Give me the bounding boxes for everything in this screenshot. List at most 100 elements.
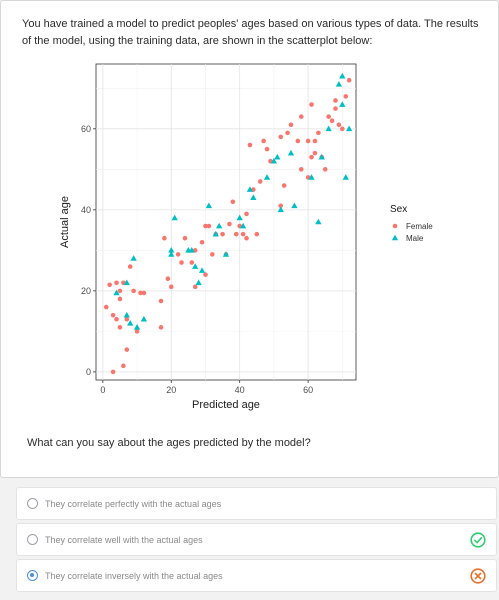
question-text: What can you say about the ages predicte…	[27, 437, 311, 449]
point-male	[130, 255, 137, 261]
point-male	[192, 263, 199, 269]
point-female	[298, 114, 304, 119]
choice-label-3: They correlate inversely with the actual…	[45, 570, 223, 581]
point-female	[244, 235, 249, 241]
point-female	[189, 260, 195, 265]
point-female	[206, 223, 212, 229]
point-female	[124, 347, 130, 352]
point-female	[107, 282, 112, 288]
check-icon	[470, 532, 486, 548]
point-female	[103, 304, 109, 310]
point-female	[134, 329, 140, 334]
point-female	[199, 239, 205, 245]
point-female	[340, 126, 345, 132]
point-male	[346, 125, 353, 132]
point-female	[336, 122, 342, 128]
point-male	[216, 222, 223, 229]
point-female	[281, 183, 287, 188]
y-tick-label: 60	[81, 124, 91, 134]
choice-option-1[interactable]: They correlate perfectly with the actual…	[16, 487, 497, 520]
point-female	[257, 179, 263, 184]
point-female	[203, 223, 208, 229]
point-female	[326, 114, 331, 119]
point-male	[168, 251, 175, 257]
answer-choices: They correlate perfectly with the actual…	[16, 487, 497, 595]
point-female	[117, 325, 123, 330]
point-female	[305, 138, 311, 144]
point-female	[227, 221, 232, 227]
point-female	[316, 130, 321, 136]
question-card: You have trained a model to predict peop…	[0, 0, 499, 478]
point-female	[298, 167, 304, 172]
radio-button-2[interactable]	[27, 534, 38, 545]
point-female	[165, 276, 171, 282]
choice-option-3[interactable]: They correlate inversely with the actual…	[16, 559, 497, 592]
point-male	[236, 214, 243, 221]
y-axis-label: Actual age	[59, 196, 71, 248]
legend-key-male	[391, 234, 399, 241]
point-female	[346, 77, 352, 83]
point-female	[322, 167, 328, 172]
point-male	[195, 279, 202, 286]
point-female	[114, 316, 119, 322]
point-male	[212, 230, 219, 237]
point-female	[168, 284, 174, 290]
point-male	[287, 149, 295, 156]
point-female	[278, 203, 284, 209]
point-female	[158, 325, 164, 330]
point-male	[339, 101, 346, 107]
point-male	[123, 311, 130, 318]
point-female	[203, 272, 208, 277]
point-male	[308, 174, 315, 180]
point-female	[179, 260, 184, 265]
point-female	[233, 231, 239, 237]
point-female	[117, 288, 123, 294]
point-female	[278, 134, 284, 140]
point-female	[285, 130, 290, 136]
point-male	[291, 202, 298, 209]
point-female	[182, 235, 188, 241]
y-tick-label: 40	[81, 205, 91, 215]
point-male	[140, 315, 148, 322]
point-female	[312, 138, 318, 144]
radio-button-3[interactable]	[27, 570, 38, 581]
point-male	[274, 153, 281, 160]
point-male	[188, 247, 195, 253]
point-male	[205, 202, 213, 209]
prompt-text: You have trained a model to predict peop…	[22, 18, 479, 47]
x-tick-label: 40	[235, 385, 245, 395]
x-axis-label: Predicted age	[192, 399, 260, 411]
legend-label-male: Male	[406, 234, 424, 243]
point-female	[312, 150, 318, 156]
point-female	[192, 284, 198, 290]
scatterplot: 0 20 40 60 0 20 40 60 Predicted age Actual age Sex…	[59, 63, 433, 411]
point-female	[254, 231, 260, 237]
legend-label-female: Female	[406, 222, 433, 231]
choice-label-2: They correlate well with the actual ages	[45, 534, 203, 545]
legend-key-female	[392, 223, 398, 229]
plot-panel	[95, 63, 357, 381]
point-male	[325, 125, 332, 132]
legend-title: Sex	[390, 204, 407, 215]
point-female	[158, 298, 164, 304]
choice-option-2[interactable]: They correlate well with the actual ages	[16, 523, 497, 556]
point-female	[240, 231, 246, 237]
point-female	[309, 102, 314, 107]
y-tick-label: 0	[86, 367, 91, 377]
point-female	[230, 199, 236, 205]
cross-icon	[470, 568, 486, 584]
point-male	[250, 194, 257, 201]
point-female	[175, 252, 181, 257]
point-female	[162, 235, 167, 241]
point-female	[141, 290, 147, 296]
point-female	[343, 94, 349, 99]
point-female	[138, 290, 143, 296]
point-male	[315, 218, 322, 225]
radio-button-1[interactable]	[27, 498, 38, 509]
point-male	[222, 251, 230, 257]
point-male	[342, 174, 349, 180]
point-female	[110, 312, 116, 318]
point-female	[114, 280, 119, 286]
x-tick-label: 20	[166, 385, 176, 395]
point-male	[339, 72, 346, 79]
